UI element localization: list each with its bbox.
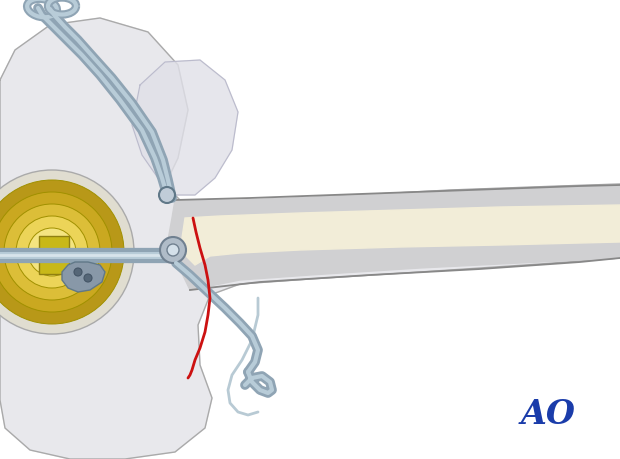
- Polygon shape: [182, 205, 620, 265]
- Circle shape: [167, 244, 179, 256]
- Polygon shape: [62, 262, 105, 292]
- Circle shape: [160, 237, 186, 263]
- Circle shape: [4, 204, 100, 300]
- Text: AO: AO: [521, 398, 575, 431]
- FancyBboxPatch shape: [39, 236, 69, 274]
- Circle shape: [159, 187, 175, 203]
- Circle shape: [0, 170, 134, 334]
- Circle shape: [0, 180, 124, 324]
- Polygon shape: [132, 60, 238, 195]
- Circle shape: [0, 192, 112, 312]
- Circle shape: [84, 274, 92, 282]
- Circle shape: [16, 216, 88, 288]
- Polygon shape: [168, 185, 620, 290]
- Circle shape: [28, 228, 76, 276]
- Circle shape: [40, 240, 64, 264]
- Circle shape: [74, 268, 82, 276]
- Polygon shape: [0, 18, 620, 459]
